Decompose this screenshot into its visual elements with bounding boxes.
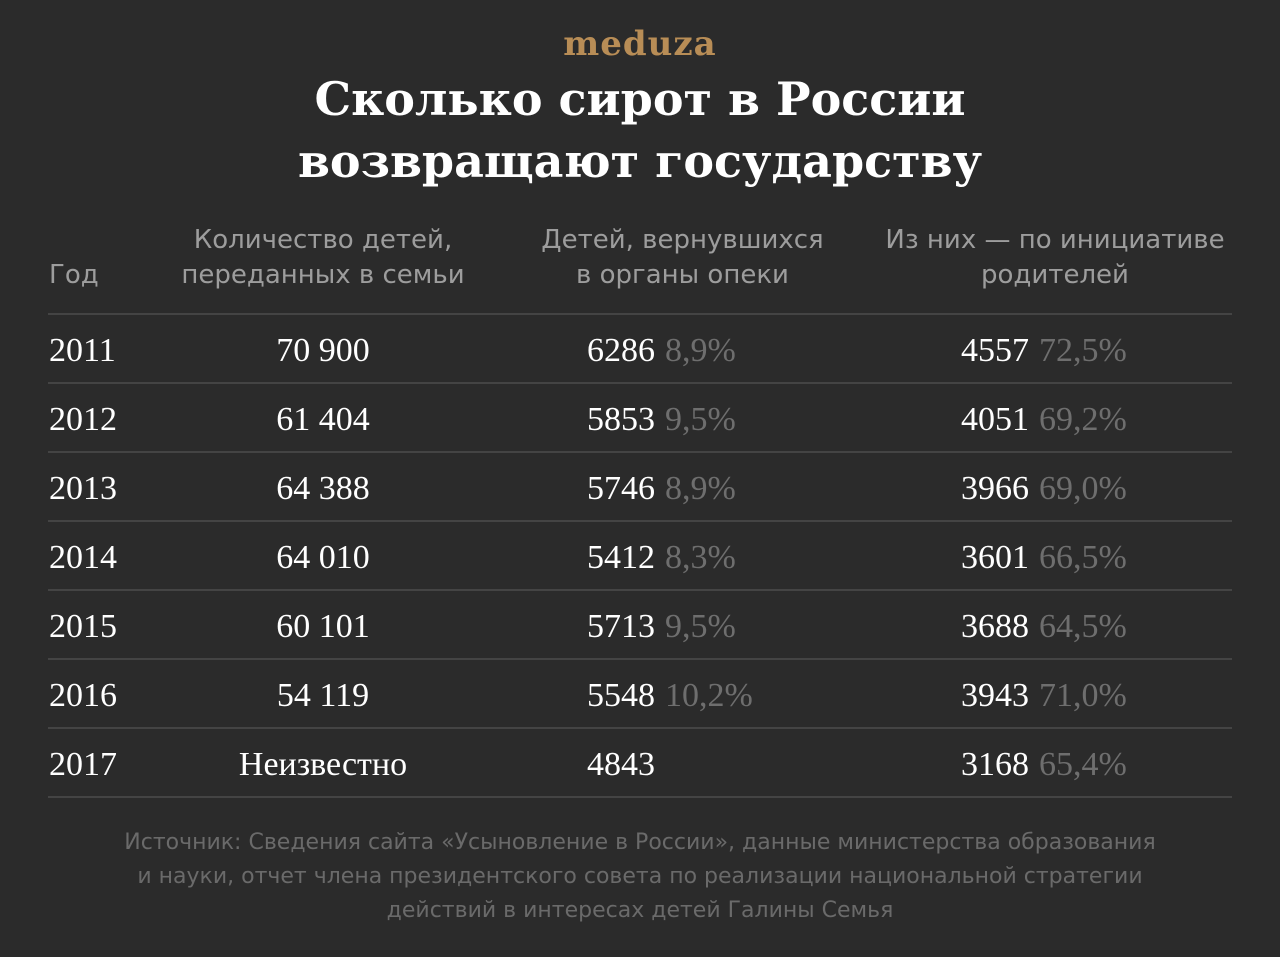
returned-count: 5713 bbox=[587, 608, 655, 645]
header-parents: Из них — по инициативе родителей bbox=[860, 223, 1250, 293]
cell-year: 2012 bbox=[49, 401, 117, 438]
source-line-3: действий в интересах детей Галины Семья bbox=[386, 898, 894, 923]
source-line-1: Источник: Сведения сайта «Усыновление в … bbox=[124, 830, 1156, 855]
returned-percent: 10,2% bbox=[665, 677, 753, 714]
table-divider bbox=[48, 520, 1232, 522]
header-year: Год bbox=[49, 260, 99, 290]
cell-parents: 4051 69,2% bbox=[961, 385, 1127, 454]
cell-year: 2013 bbox=[49, 470, 117, 507]
cell-transferred: 64 388 bbox=[276, 470, 370, 507]
parents-percent: 72,5% bbox=[1039, 332, 1127, 369]
cell-transferred: 61 404 bbox=[276, 401, 370, 438]
cell-returned: 4843 bbox=[587, 730, 665, 799]
header-parents-line-2: родителей bbox=[981, 260, 1129, 290]
cell-year: 2014 bbox=[49, 539, 117, 576]
table-divider bbox=[48, 382, 1232, 384]
source-note: Источник: Сведения сайта «Усыновление в … bbox=[70, 826, 1210, 928]
cell-returned: 5412 8,3% bbox=[587, 523, 736, 592]
cell-year: 2016 bbox=[49, 677, 117, 714]
parents-percent: 71,0% bbox=[1039, 677, 1127, 714]
header-transferred-line-2: переданных в семьи bbox=[181, 260, 465, 290]
table-row: 2016 54 119 5548 10,2% 3943 71,0% bbox=[0, 661, 1280, 730]
source-line-2: и науки, отчет члена президентского сове… bbox=[137, 864, 1143, 889]
returned-count: 6286 bbox=[587, 332, 655, 369]
returned-percent: 9,5% bbox=[665, 608, 736, 645]
returned-percent: 8,9% bbox=[665, 332, 736, 369]
parents-percent: 69,2% bbox=[1039, 401, 1127, 438]
cell-returned: 5713 9,5% bbox=[587, 592, 736, 661]
table-divider bbox=[48, 796, 1232, 798]
cell-parents: 3168 65,4% bbox=[961, 730, 1127, 799]
title-line-2: возвращают государству bbox=[297, 134, 983, 188]
table-row: 2015 60 101 5713 9,5% 3688 64,5% bbox=[0, 592, 1280, 661]
cell-returned: 5548 10,2% bbox=[587, 661, 753, 730]
table-row: 2017 Неизвестно 4843 3168 65,4% bbox=[0, 730, 1280, 799]
returned-count: 4843 bbox=[587, 746, 655, 783]
parents-percent: 65,4% bbox=[1039, 746, 1127, 783]
parents-count: 3966 bbox=[961, 470, 1029, 507]
table-row: 2011 70 900 6286 8,9% 4557 72,5% bbox=[0, 316, 1280, 385]
cell-parents: 3601 66,5% bbox=[961, 523, 1127, 592]
returned-percent: 8,3% bbox=[665, 539, 736, 576]
table-divider bbox=[48, 313, 1232, 315]
cell-year: 2011 bbox=[49, 332, 116, 369]
header-returned-line-2: в органы опеки bbox=[576, 260, 789, 290]
cell-year: 2015 bbox=[49, 608, 117, 645]
parents-percent: 69,0% bbox=[1039, 470, 1127, 507]
cell-year: 2017 bbox=[49, 746, 117, 783]
cell-parents: 3943 71,0% bbox=[961, 661, 1127, 730]
parents-count: 4557 bbox=[961, 332, 1029, 369]
table-row: 2013 64 388 5746 8,9% 3966 69,0% bbox=[0, 454, 1280, 523]
table-row: 2014 64 010 5412 8,3% 3601 66,5% bbox=[0, 523, 1280, 592]
cell-transferred: 60 101 bbox=[276, 608, 370, 645]
table-row: 2012 61 404 5853 9,5% 4051 69,2% bbox=[0, 385, 1280, 454]
cell-transferred: 70 900 bbox=[276, 332, 370, 369]
parents-count: 3943 bbox=[961, 677, 1029, 714]
table-divider bbox=[48, 658, 1232, 660]
cell-returned: 6286 8,9% bbox=[587, 316, 736, 385]
table-divider bbox=[48, 451, 1232, 453]
table-divider bbox=[48, 589, 1232, 591]
header-returned: Детей, вернувшихся в органы опеки bbox=[515, 223, 850, 293]
meduza-logo: meduza bbox=[563, 24, 717, 64]
title-line-1: Сколько сирот в России bbox=[314, 72, 966, 126]
returned-count: 5548 bbox=[587, 677, 655, 714]
parents-count: 3168 bbox=[961, 746, 1029, 783]
parents-count: 3688 bbox=[961, 608, 1029, 645]
header-transferred: Количество детей, переданных в семьи bbox=[150, 223, 496, 293]
parents-count: 3601 bbox=[961, 539, 1029, 576]
header-returned-line-1: Детей, вернувшихся bbox=[541, 225, 824, 255]
cell-parents: 3688 64,5% bbox=[961, 592, 1127, 661]
table-divider bbox=[48, 727, 1232, 729]
page-title: Сколько сирот в России возвращают госуда… bbox=[0, 68, 1280, 192]
parents-count: 4051 bbox=[961, 401, 1029, 438]
header-parents-line-1: Из них — по инициативе bbox=[885, 225, 1225, 255]
returned-percent: 8,9% bbox=[665, 470, 736, 507]
cell-transferred: Неизвестно bbox=[238, 746, 408, 783]
cell-parents: 3966 69,0% bbox=[961, 454, 1127, 523]
returned-percent: 9,5% bbox=[665, 401, 736, 438]
parents-percent: 66,5% bbox=[1039, 539, 1127, 576]
cell-transferred: 54 119 bbox=[276, 677, 370, 714]
returned-count: 5746 bbox=[587, 470, 655, 507]
cell-returned: 5746 8,9% bbox=[587, 454, 736, 523]
returned-count: 5853 bbox=[587, 401, 655, 438]
cell-transferred: 64 010 bbox=[276, 539, 370, 576]
parents-percent: 64,5% bbox=[1039, 608, 1127, 645]
returned-count: 5412 bbox=[587, 539, 655, 576]
cell-returned: 5853 9,5% bbox=[587, 385, 736, 454]
header-transferred-line-1: Количество детей, bbox=[193, 225, 453, 255]
cell-parents: 4557 72,5% bbox=[961, 316, 1127, 385]
